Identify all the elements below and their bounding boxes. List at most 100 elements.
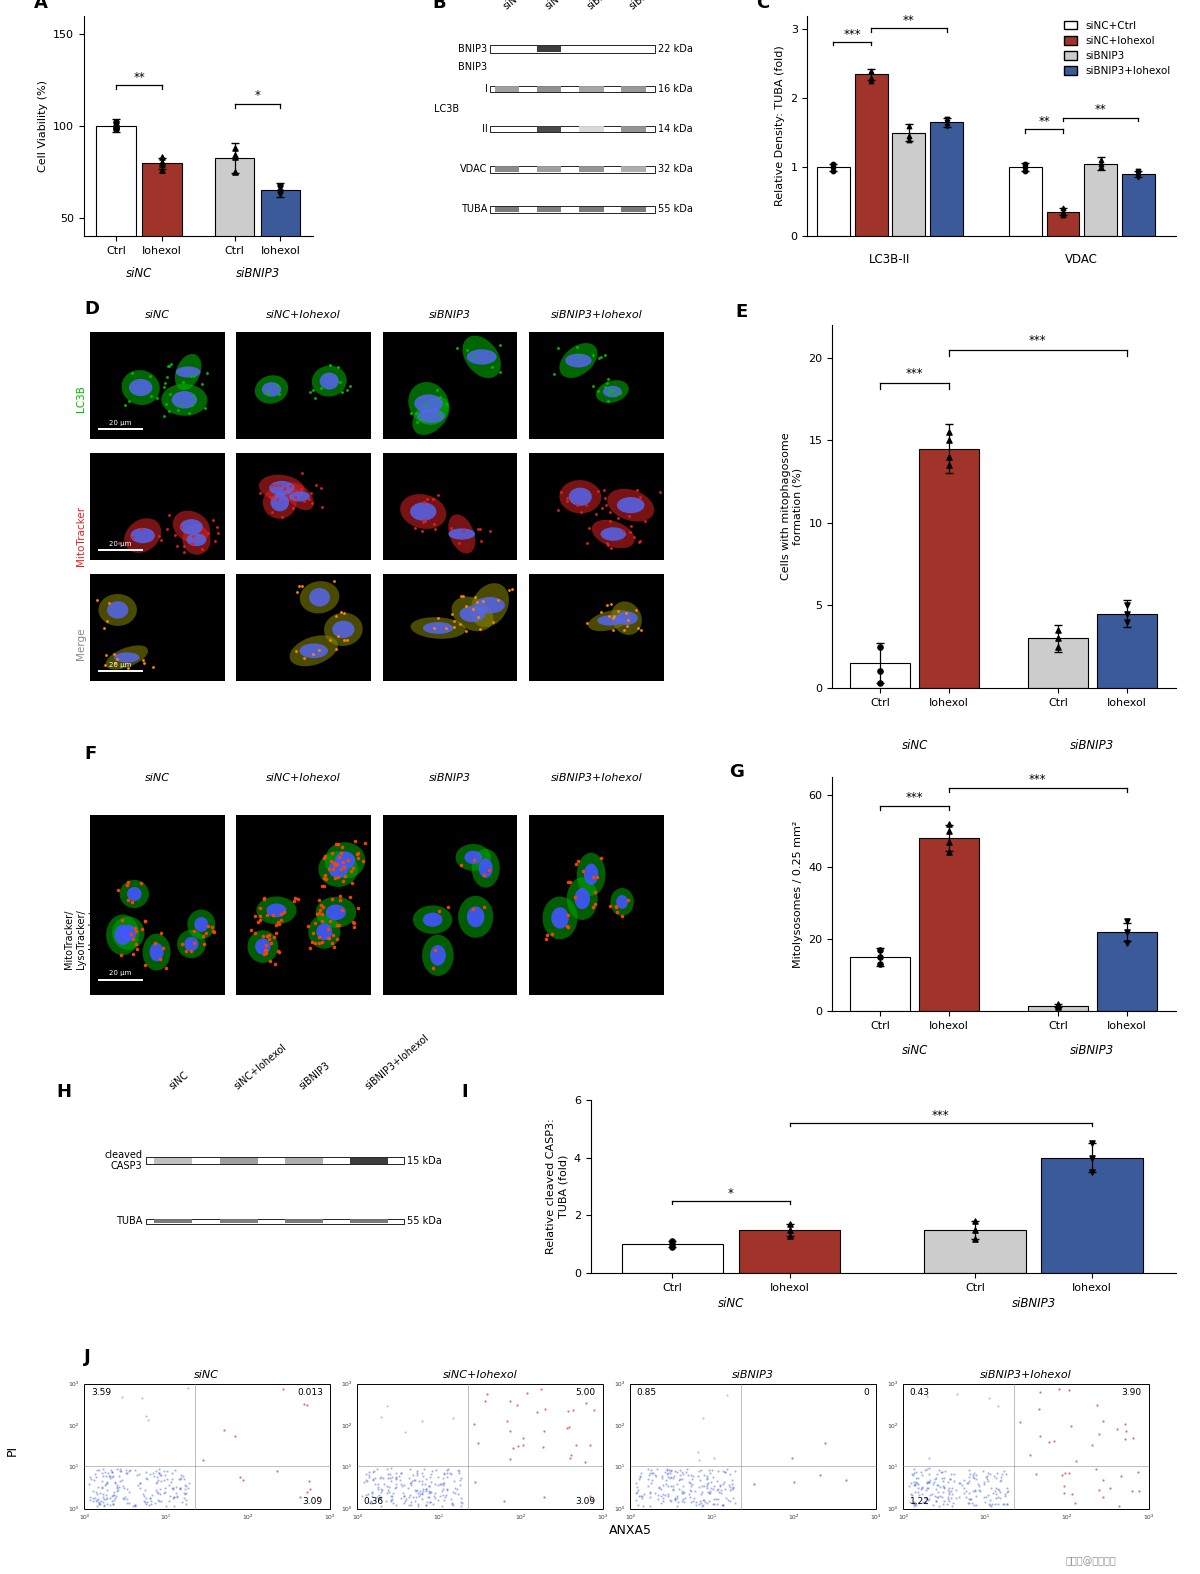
Point bbox=[599, 604, 618, 630]
Point bbox=[330, 370, 349, 395]
Point bbox=[316, 844, 335, 869]
Point bbox=[198, 519, 217, 545]
Point bbox=[604, 378, 623, 403]
Point bbox=[902, 1483, 922, 1508]
Point bbox=[182, 530, 202, 556]
Point bbox=[102, 1483, 121, 1508]
Point bbox=[331, 600, 350, 625]
Point bbox=[174, 1486, 193, 1511]
Point bbox=[166, 1458, 185, 1483]
Point bbox=[1082, 1432, 1102, 1458]
Ellipse shape bbox=[565, 354, 592, 367]
Point bbox=[862, 65, 881, 90]
Bar bbox=[236, 575, 371, 680]
Point bbox=[91, 1492, 110, 1517]
Point bbox=[136, 908, 155, 933]
Point bbox=[193, 537, 212, 562]
Text: **: ** bbox=[133, 71, 145, 83]
Point bbox=[697, 1464, 716, 1489]
Ellipse shape bbox=[458, 896, 493, 938]
Point bbox=[378, 1456, 397, 1481]
Point bbox=[966, 1462, 985, 1487]
Text: BNIP3: BNIP3 bbox=[458, 61, 487, 71]
Point bbox=[704, 1445, 724, 1470]
Bar bbox=[529, 453, 664, 560]
Point bbox=[103, 1483, 122, 1508]
Point bbox=[589, 378, 608, 403]
Point bbox=[469, 1431, 488, 1456]
Point bbox=[437, 615, 456, 641]
Ellipse shape bbox=[112, 916, 144, 949]
Point bbox=[629, 1492, 648, 1517]
Point bbox=[908, 1480, 928, 1505]
Point bbox=[364, 1458, 383, 1483]
Point bbox=[386, 1461, 406, 1486]
Text: 32 kDa: 32 kDa bbox=[658, 164, 692, 175]
Point bbox=[172, 394, 191, 419]
Point bbox=[643, 1461, 662, 1486]
Point bbox=[409, 1483, 428, 1508]
Point bbox=[941, 1486, 960, 1511]
Point bbox=[386, 1472, 406, 1497]
Point bbox=[917, 1478, 936, 1503]
Point bbox=[97, 1470, 116, 1495]
Point bbox=[560, 1447, 580, 1472]
Point bbox=[862, 69, 881, 94]
Point bbox=[649, 1475, 668, 1500]
Point bbox=[248, 910, 268, 935]
Point bbox=[271, 907, 290, 932]
Point bbox=[98, 1470, 118, 1495]
Point bbox=[961, 1486, 980, 1511]
Point bbox=[648, 1483, 667, 1508]
Point bbox=[601, 508, 620, 534]
Point bbox=[368, 1473, 388, 1498]
Point bbox=[108, 1472, 127, 1497]
Point bbox=[332, 897, 352, 922]
Point bbox=[109, 1464, 128, 1489]
Point bbox=[968, 1478, 988, 1503]
Text: 10⁰: 10⁰ bbox=[898, 1514, 908, 1520]
Bar bbox=[1085, 164, 1117, 236]
Point bbox=[181, 938, 200, 963]
Point bbox=[691, 1481, 710, 1506]
Point bbox=[899, 127, 918, 153]
Point bbox=[176, 1473, 196, 1498]
Point bbox=[605, 382, 624, 408]
Text: 3.59: 3.59 bbox=[91, 1388, 110, 1396]
Ellipse shape bbox=[470, 582, 509, 626]
Point bbox=[988, 1393, 1007, 1418]
Point bbox=[667, 1494, 686, 1519]
Point bbox=[713, 1492, 732, 1517]
Point bbox=[908, 1472, 928, 1497]
Point bbox=[986, 1465, 1006, 1491]
Bar bbox=[236, 332, 371, 439]
Ellipse shape bbox=[263, 486, 296, 519]
Point bbox=[152, 150, 172, 175]
Point bbox=[968, 1472, 988, 1497]
Point bbox=[266, 472, 286, 497]
Point bbox=[962, 1491, 982, 1516]
Point bbox=[131, 1470, 150, 1495]
Point bbox=[241, 918, 260, 943]
Point bbox=[960, 1462, 979, 1487]
Point bbox=[576, 1390, 595, 1415]
Text: 10⁰: 10⁰ bbox=[887, 1506, 898, 1511]
Point bbox=[112, 1459, 131, 1484]
Ellipse shape bbox=[575, 888, 590, 910]
Point bbox=[400, 1492, 419, 1517]
Text: 10³: 10³ bbox=[614, 1382, 624, 1387]
Point bbox=[937, 113, 956, 139]
Point bbox=[668, 1489, 688, 1514]
Point bbox=[140, 364, 160, 389]
Point bbox=[257, 937, 276, 962]
Point bbox=[398, 1465, 418, 1491]
Ellipse shape bbox=[611, 601, 642, 634]
Point bbox=[918, 1456, 937, 1481]
Point bbox=[1110, 1494, 1129, 1519]
Bar bbox=[538, 167, 562, 173]
Point bbox=[173, 1464, 192, 1489]
Point bbox=[132, 1385, 151, 1410]
Point bbox=[442, 601, 461, 626]
Ellipse shape bbox=[577, 853, 606, 896]
Text: 3.09: 3.09 bbox=[576, 1497, 596, 1506]
